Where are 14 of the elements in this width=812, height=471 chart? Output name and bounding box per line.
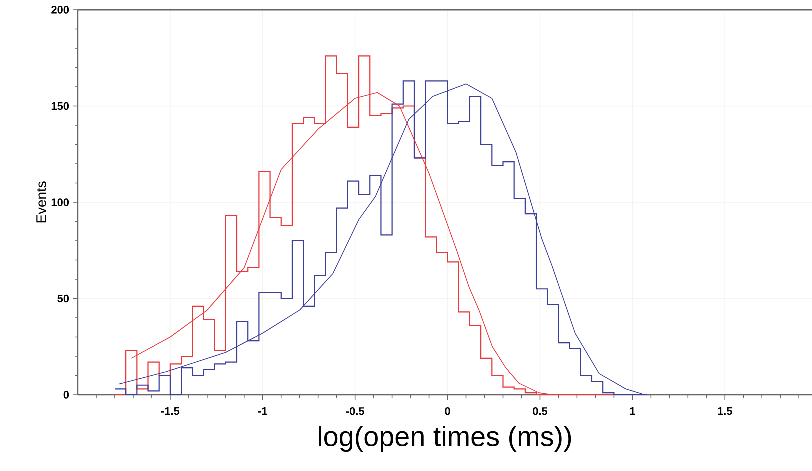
y-tick-label: 0: [64, 391, 70, 399]
y-tick-label: 150: [52, 102, 70, 110]
y-axis-title: Events: [36, 182, 46, 223]
y-tick-label: 50: [58, 294, 70, 303]
x-tick-label: -1.5: [161, 407, 180, 416]
x-axis-title: log(open times (ms)): [318, 426, 572, 452]
x-tick-label: 0.5: [533, 408, 548, 416]
x-tick-label: 1: [630, 407, 636, 416]
y-tick-label: 200: [52, 6, 70, 14]
y-tick-label: 100: [52, 198, 70, 206]
x-tick-label: 1.5: [718, 407, 732, 416]
x-tick-label: -0.5: [346, 408, 364, 416]
x-tick-label: 0: [445, 408, 450, 416]
x-tick-label: -1: [258, 407, 268, 416]
